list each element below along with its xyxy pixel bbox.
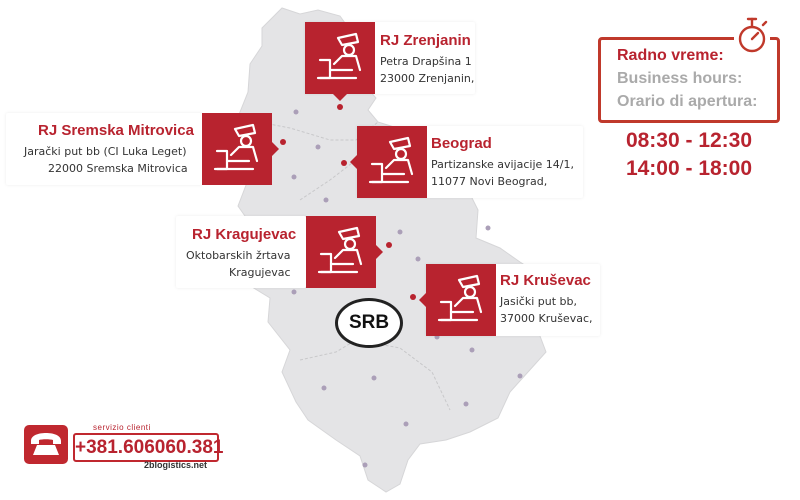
hours-label-it: Orario di apertura: [617, 93, 758, 110]
hours-morning: 08:30 - 12:30 [625, 129, 753, 152]
office-address-line: 37000 Kruševac, [500, 312, 593, 325]
office-address-line: 23000 Zrenjanin, [380, 72, 475, 85]
office-kragujevac[interactable]: RJ Kragujevac Oktobarskih žrtava Kraguje… [176, 216, 383, 288]
phone-number[interactable]: +381.606060.381 [73, 433, 223, 462]
office-address-line: Jarački put bb (CI Luka Leget) [24, 145, 187, 158]
hours-label-en: Business hours: [617, 70, 743, 87]
officer-desk-icon [213, 123, 259, 171]
phone-icon-box[interactable] [24, 425, 68, 464]
officer-desk-icon [316, 32, 362, 80]
pointer-arrow [419, 293, 426, 307]
office-icon-box [357, 126, 427, 198]
telephone-icon [31, 433, 61, 455]
location-pin [280, 139, 286, 145]
officer-desk-icon [368, 136, 414, 184]
office-icon-box [202, 113, 272, 185]
office-name: RJ Kruševac [500, 272, 591, 289]
country-badge: SRB [335, 298, 403, 348]
pointer-arrow [333, 94, 347, 101]
location-pin [410, 294, 416, 300]
office-name: RJ Zrenjanin [380, 32, 471, 49]
hours-label-sr: Radno vreme: [617, 47, 724, 64]
office-icon-box [426, 264, 496, 336]
officer-desk-icon [437, 274, 483, 322]
pointer-arrow [350, 155, 357, 169]
location-pin [386, 242, 392, 248]
office-card [6, 113, 202, 185]
office-address-line: Jasički put bb, [500, 295, 577, 308]
office-name: RJ Sremska Mitrovica [38, 122, 194, 139]
office-address-line: 22000 Sremska Mitrovica [48, 162, 188, 175]
pointer-arrow [376, 245, 383, 259]
hours-afternoon: 14:00 - 18:00 [625, 157, 753, 180]
office-card [176, 216, 306, 288]
office-address-line: Partizanske avijacije 14/1, [431, 158, 574, 171]
office-address-line: Kragujevac [229, 266, 291, 279]
office-zrenjanin[interactable]: RJ Zrenjanin Petra Drapšina 1 23000 Zren… [305, 22, 475, 110]
stopwatch-icon [734, 17, 770, 56]
officer-desk-icon [317, 226, 363, 274]
office-krusevac[interactable]: RJ Kruševac Jasički put bb, 37000 Krušev… [419, 264, 600, 336]
service-label: servizio clienti [93, 423, 151, 432]
office-address-line: 11077 Novi Beograd, [431, 175, 548, 188]
office-name: RJ Kragujevac [192, 226, 297, 243]
office-beograd[interactable]: Beograd Partizanske avijacije 14/1, 1107… [350, 126, 583, 198]
location-pin [337, 104, 343, 110]
website-link[interactable]: 2blogistics.net [144, 460, 208, 470]
location-pin [341, 160, 347, 166]
office-name: Beograd [431, 135, 492, 152]
office-address-line: Oktobarskih žrtava [186, 249, 291, 262]
office-icon-box [306, 216, 376, 288]
office-address-line: Petra Drapšina 1 [380, 55, 472, 68]
office-icon-box [305, 22, 375, 94]
office-sremska-mitrovica[interactable]: RJ Sremska Mitrovica Jarački put bb (CI … [6, 113, 279, 185]
pointer-arrow [272, 142, 279, 156]
